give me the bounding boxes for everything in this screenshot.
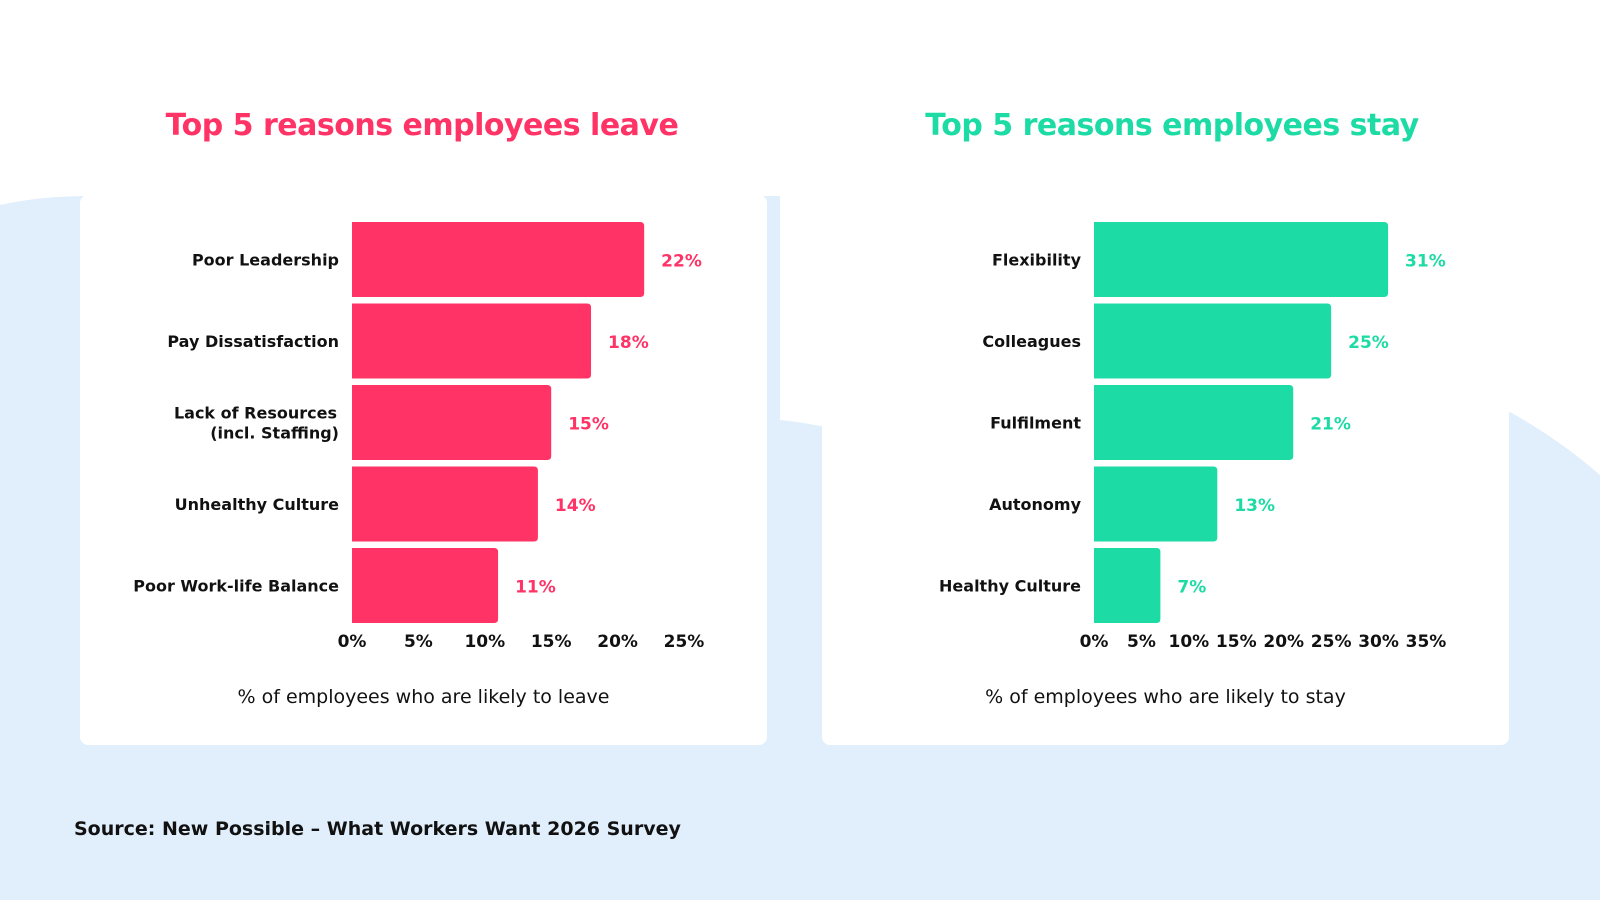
category-label: Poor Leadership <box>192 251 339 270</box>
bar <box>1094 303 1332 379</box>
category-label: Lack of Resources <box>174 404 337 423</box>
x-tick-label: 5% <box>1127 632 1156 652</box>
bar <box>1094 385 1294 460</box>
category-label: Autonomy <box>989 495 1081 514</box>
bar <box>1094 222 1389 297</box>
data-label: 15% <box>568 415 609 435</box>
bar <box>1094 466 1218 542</box>
data-label: 22% <box>661 252 702 272</box>
x-tick-label: 20% <box>597 632 638 652</box>
category-label: Flexibility <box>992 251 1082 270</box>
bar <box>352 466 538 542</box>
bar <box>1094 548 1161 623</box>
category-label: (incl. Staffing) <box>210 424 339 443</box>
category-label: Colleagues <box>982 332 1081 351</box>
data-label: 14% <box>555 496 596 516</box>
bar <box>352 222 645 297</box>
bar <box>352 303 592 379</box>
bar <box>352 548 499 623</box>
data-label: 21% <box>1310 415 1351 435</box>
data-label: 25% <box>1348 333 1389 353</box>
chart-card-leave: 22% Poor Leadership 18% Pay Dissatisfaction… <box>80 195 767 745</box>
data-label: 11% <box>515 578 556 598</box>
x-tick-label: 15% <box>1216 632 1257 652</box>
x-axis-label-stay: % of employees who are likely to stay <box>985 686 1346 708</box>
x-tick-label: 35% <box>1406 632 1447 652</box>
category-label: Healthy Culture <box>939 577 1081 596</box>
x-tick-label: 30% <box>1358 632 1399 652</box>
bar-chart-leave: 22% Poor Leadership 18% Pay Dissatisfaction… <box>133 222 705 652</box>
chart-card-stay: 31% Flexibility 25% Colleagues 21% Fulfilment… <box>822 195 1509 745</box>
data-label: 31% <box>1405 252 1446 272</box>
chart-title-leave: Top 5 reasons employees leave <box>165 108 679 143</box>
x-tick-label: 10% <box>464 632 505 652</box>
data-label: 18% <box>608 333 649 353</box>
bar-chart-stay: 31% Flexibility 25% Colleagues 21% Fulfilment… <box>939 222 1447 652</box>
x-axis-label-leave: % of employees who are likely to leave <box>237 686 610 708</box>
bar <box>352 385 552 460</box>
data-label: 7% <box>1177 578 1206 598</box>
category-label: Fulfilment <box>990 414 1081 433</box>
x-tick-label: 15% <box>531 632 572 652</box>
category-label: Unhealthy Culture <box>175 495 339 514</box>
category-label: Poor Work-life Balance <box>133 577 339 596</box>
source-note: Source: New Possible – What Workers Want… <box>74 818 681 840</box>
x-tick-label: 20% <box>1263 632 1304 652</box>
x-tick-label: 0% <box>1080 632 1109 652</box>
x-tick-label: 5% <box>404 632 433 652</box>
x-tick-label: 0% <box>338 632 367 652</box>
category-label: Pay Dissatisfaction <box>167 332 339 351</box>
x-tick-label: 25% <box>1311 632 1352 652</box>
data-label: 13% <box>1234 496 1275 516</box>
x-tick-label: 10% <box>1169 632 1210 652</box>
x-tick-label: 25% <box>664 632 705 652</box>
chart-title-stay: Top 5 reasons employees stay <box>925 108 1419 143</box>
